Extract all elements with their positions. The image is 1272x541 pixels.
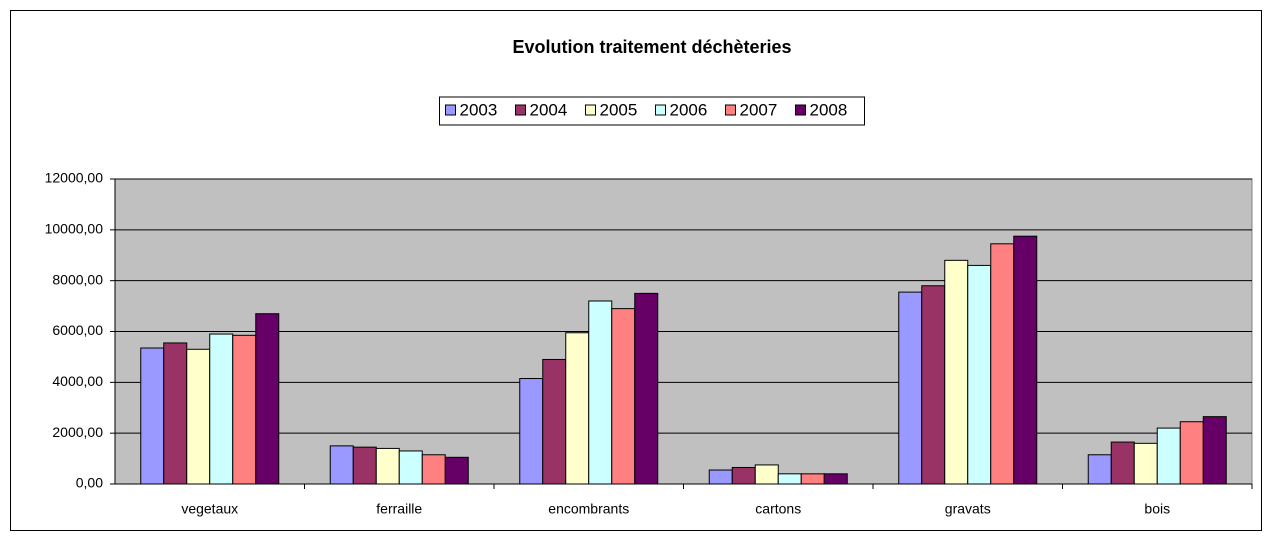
bar <box>634 292 659 485</box>
bar <box>163 342 188 485</box>
bar <box>565 332 590 485</box>
bar <box>777 473 802 485</box>
legend-label: 2007 <box>740 100 778 119</box>
x-tick-label: ferraille <box>376 501 422 517</box>
bar <box>611 308 636 485</box>
bar <box>209 333 234 485</box>
bar <box>186 348 211 485</box>
bar <box>255 313 280 485</box>
legend-swatch <box>655 104 666 116</box>
bar <box>375 447 400 485</box>
y-tick-label: 12000,00 <box>45 170 104 186</box>
x-tick-label: encombrants <box>548 501 629 517</box>
legend-swatch <box>725 104 736 116</box>
bar <box>398 450 423 485</box>
bar <box>542 358 567 485</box>
y-tick-label: 8000,00 <box>52 271 103 287</box>
bar <box>444 456 469 485</box>
bar <box>329 445 354 485</box>
legend-label: 2003 <box>460 100 498 119</box>
legend-label: 2004 <box>530 100 568 119</box>
bar <box>1087 454 1112 485</box>
bar <box>1110 441 1135 485</box>
bar <box>990 243 1015 485</box>
x-tick-label: cartons <box>755 501 801 517</box>
bar <box>232 334 257 485</box>
y-tick-label: 10000,00 <box>45 221 104 237</box>
bar <box>731 466 756 485</box>
bar <box>421 454 446 485</box>
bar <box>352 446 377 485</box>
bar <box>1156 427 1181 485</box>
x-tick-label: vegetaux <box>181 501 238 517</box>
bar <box>898 291 923 485</box>
legend-label: 2008 <box>810 100 848 119</box>
bar <box>944 259 969 485</box>
y-tick-label: 0,00 <box>76 475 103 491</box>
x-tick-label: gravats <box>945 501 991 517</box>
legend-swatch <box>445 104 456 116</box>
y-tick-label: 2000,00 <box>52 424 103 440</box>
legend-swatch <box>585 104 596 116</box>
bar <box>823 473 848 485</box>
legend-label: 2005 <box>600 100 638 119</box>
bar <box>1013 235 1038 485</box>
legend-swatch <box>515 104 526 116</box>
legend-label: 2006 <box>670 100 708 119</box>
bar <box>800 473 825 485</box>
bar <box>1179 421 1204 485</box>
bar <box>140 347 165 485</box>
bar <box>519 378 544 485</box>
legend-box <box>439 96 865 126</box>
bar <box>588 300 613 485</box>
y-tick-label: 4000,00 <box>52 373 103 389</box>
legend-swatch <box>795 104 806 116</box>
bar <box>754 464 779 485</box>
chart-title: Evolution traitement déchèteries <box>512 37 791 57</box>
bar <box>1133 442 1158 485</box>
x-tick-label: bois <box>1144 501 1170 517</box>
bar <box>967 264 992 485</box>
y-tick-label: 6000,00 <box>52 322 103 338</box>
bar <box>921 285 946 485</box>
bar <box>1202 416 1227 485</box>
bar <box>708 469 733 485</box>
